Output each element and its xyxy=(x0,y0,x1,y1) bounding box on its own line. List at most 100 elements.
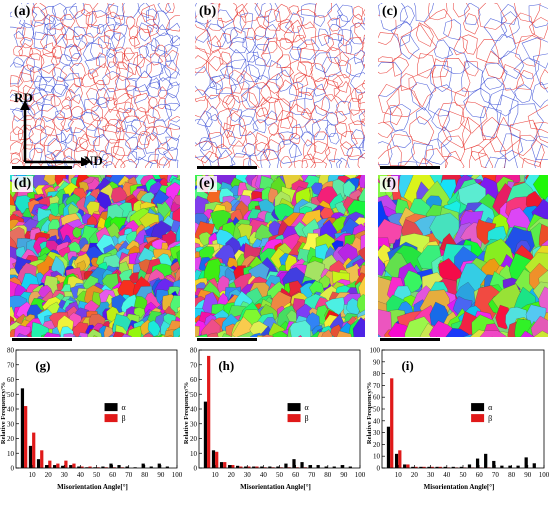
legend-label-alpha: α xyxy=(488,403,493,412)
panel-label-d: (d) xyxy=(12,176,33,192)
panel-label-a: (a) xyxy=(12,4,32,20)
bar-beta xyxy=(390,378,393,468)
bar-alpha xyxy=(484,454,487,468)
y-tick-label: 100 xyxy=(370,347,381,355)
y-axis-label: Relative Frequency/% xyxy=(366,382,373,444)
bar-alpha xyxy=(158,464,161,468)
x-tick-label: 10 xyxy=(29,471,37,479)
x-tick-label: 50 xyxy=(276,471,284,479)
y-tick-label: 40 xyxy=(190,406,198,414)
y-tick-label: 60 xyxy=(190,376,198,384)
legend-swatch-beta xyxy=(105,414,118,422)
bar-alpha xyxy=(292,459,295,468)
ipf-map-d-canvas xyxy=(10,175,180,337)
scale-bar-b xyxy=(197,166,257,169)
x-tick-label: 90 xyxy=(524,471,532,479)
panel-label: (g) xyxy=(35,358,50,373)
y-tick-label: 80 xyxy=(373,370,381,378)
bar-alpha xyxy=(492,461,495,468)
bar-alpha xyxy=(220,462,223,468)
boundary-map-c-canvas xyxy=(378,3,548,168)
legend-label-beta: β xyxy=(488,414,492,423)
ipf-map-e: (e) xyxy=(195,175,365,337)
legend-swatch-alpha xyxy=(288,403,301,411)
bar-alpha xyxy=(476,459,479,468)
y-tick-label: 0 xyxy=(194,465,198,473)
y-tick-label: 60 xyxy=(7,376,15,384)
bar-beta xyxy=(24,406,27,468)
x-tick-label: 70 xyxy=(125,471,133,479)
bar-alpha xyxy=(37,459,40,468)
bar-beta xyxy=(398,450,401,468)
x-tick-label: 80 xyxy=(324,471,332,479)
x-tick-label: 40 xyxy=(443,471,451,479)
bar-alpha xyxy=(308,465,311,468)
y-tick-label: 30 xyxy=(7,420,15,428)
rd-nd-axes xyxy=(15,100,95,166)
panel-label: (i) xyxy=(401,358,413,373)
y-tick-label: 30 xyxy=(190,420,198,428)
x-tick-label: 40 xyxy=(77,471,85,479)
bar-alpha xyxy=(29,446,32,468)
legend-swatch-beta xyxy=(471,414,484,422)
boundary-map-b: (b) xyxy=(195,3,365,168)
bar-alpha xyxy=(317,465,320,468)
y-tick-label: 70 xyxy=(190,361,198,369)
bar-beta xyxy=(215,452,218,468)
y-tick-label: 0 xyxy=(11,465,15,473)
y-tick-label: 90 xyxy=(373,358,381,366)
y-tick-label: 10 xyxy=(7,450,15,458)
panel-label-b: (b) xyxy=(197,4,218,20)
ipf-map-f: (f) xyxy=(378,175,548,337)
x-tick-label: 30 xyxy=(61,471,69,479)
x-tick-label: 30 xyxy=(427,471,435,479)
x-tick-label: 50 xyxy=(93,471,101,479)
bar-beta xyxy=(40,450,43,468)
panel-label-f: (f) xyxy=(380,176,398,192)
bar-alpha xyxy=(53,465,56,468)
legend-label-beta: β xyxy=(305,414,309,423)
x-tick-label: 10 xyxy=(212,471,220,479)
boundary-map-b-canvas xyxy=(195,3,365,168)
x-tick-label: 70 xyxy=(308,471,316,479)
scale-bar-d xyxy=(12,338,72,341)
x-tick-label: 90 xyxy=(340,471,348,479)
y-tick-label: 70 xyxy=(373,382,381,390)
legend-swatch-alpha xyxy=(105,403,118,411)
legend-label-beta: β xyxy=(122,414,126,423)
x-tick-label: 100 xyxy=(539,471,550,479)
y-tick-label: 20 xyxy=(373,441,381,449)
bar-beta xyxy=(48,461,51,468)
bar-alpha xyxy=(45,465,48,468)
bar-alpha xyxy=(204,402,207,468)
x-tick-label: 30 xyxy=(244,471,252,479)
scale-bar-f xyxy=(380,338,440,341)
boundary-map-c: (c) xyxy=(378,3,548,168)
bar-beta xyxy=(223,462,226,468)
x-tick-label: 100 xyxy=(355,471,366,479)
x-axis-label: Misorientation Angle[°] xyxy=(240,483,311,491)
y-tick-label: 50 xyxy=(7,391,15,399)
y-tick-label: 50 xyxy=(373,406,381,414)
bar-beta xyxy=(207,356,210,468)
bar-alpha xyxy=(284,464,287,468)
y-tick-label: 0 xyxy=(377,465,381,473)
panel-label-e: (e) xyxy=(197,176,217,192)
x-tick-label: 100 xyxy=(172,471,183,479)
bar-alpha xyxy=(69,465,72,468)
ipf-map-e-canvas xyxy=(195,175,365,337)
bar-beta xyxy=(231,465,234,468)
x-tick-label: 60 xyxy=(292,471,300,479)
nd-label: ND xyxy=(84,153,103,169)
legend-swatch-alpha xyxy=(471,403,484,411)
y-axis-label: Relative Frequency/% xyxy=(183,382,190,444)
bar-alpha xyxy=(142,464,145,468)
bar-alpha xyxy=(109,464,112,468)
rd-label: RD xyxy=(14,90,33,106)
y-tick-label: 80 xyxy=(190,347,198,355)
y-tick-label: 60 xyxy=(373,394,381,402)
